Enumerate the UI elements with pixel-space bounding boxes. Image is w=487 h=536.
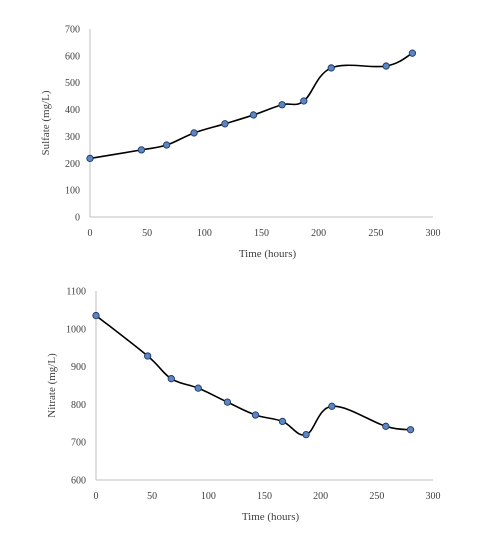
- sulfate-y-tick-label: 0: [75, 213, 80, 224]
- sulfate-series-line: [89, 52, 413, 160]
- sulfate-x-tick-label: 250: [368, 228, 383, 239]
- sulfate-y-tick-label: 600: [65, 51, 80, 62]
- nitrate-x-axis-label: Time (hours): [242, 511, 300, 523]
- sulfate-x-tick-label: 100: [197, 228, 212, 239]
- sulfate-x-tick-label: 300: [426, 228, 441, 239]
- sulfate-y-tick-label: 100: [65, 186, 80, 197]
- sulfate-y-tick-label: 200: [65, 159, 80, 170]
- nitrate-y-tick-label: 800: [71, 400, 86, 411]
- sulfate-data-point: [300, 97, 308, 105]
- nitrate-data-point: [223, 398, 232, 406]
- sulfate-y-tick-label: 500: [65, 78, 80, 89]
- nitrate-data-point: [144, 352, 152, 360]
- nitrate-y-tick-label: 1100: [66, 287, 86, 298]
- sulfate-data-point: [382, 62, 390, 70]
- nitrate-chart: 600 700 800 900 1000 1100 0 50 100 150 200 250 300 Ti…: [46, 287, 441, 524]
- nitrate-y-tick-label: 700: [71, 438, 86, 449]
- sulfate-data-point: [408, 49, 417, 57]
- sulfate-data-point: [162, 141, 171, 149]
- nitrate-data-point: [302, 430, 310, 439]
- nitrate-x-tick-label: 0: [94, 491, 99, 502]
- nitrate-x-tick-label: 200: [313, 491, 328, 502]
- nitrate-x-tick-label: 50: [147, 491, 157, 502]
- sulfate-x-axis-label: Time (hours): [239, 248, 297, 260]
- nitrate-x-tick-label: 150: [257, 491, 272, 502]
- sulfate-y-tick-label: 300: [65, 132, 80, 143]
- nitrate-y-axis-label: Nitrate (mg/L): [46, 353, 58, 418]
- sulfate-data-point: [137, 146, 146, 154]
- nitrate-data-point: [406, 426, 415, 434]
- sulfate-data-point: [221, 120, 229, 128]
- sulfate-data-point: [278, 101, 286, 109]
- sulfate-data-point: [249, 111, 258, 119]
- sulfate-data-point: [86, 154, 94, 163]
- sulfate-data-point: [327, 64, 335, 72]
- sulfate-chart: 0 100 200 300 400 500 600 700 0 50 100 150 200 250 300…: [40, 25, 441, 261]
- nitrate-y-tick-label: 900: [71, 362, 86, 373]
- sulfate-y-tick-label: 700: [65, 25, 80, 36]
- nitrate-data-point: [194, 384, 202, 392]
- nitrate-y-tick-label: 600: [71, 476, 86, 487]
- sulfate-x-tick-label: 150: [254, 228, 269, 239]
- nitrate-x-tick-label: 250: [369, 491, 384, 502]
- nitrate-data-point: [278, 417, 287, 426]
- nitrate-data-point: [251, 411, 260, 419]
- nitrate-x-tick-label: 300: [426, 491, 441, 502]
- sulfate-x-tick-label: 50: [142, 228, 152, 239]
- sulfate-y-tick-label: 400: [65, 105, 80, 116]
- nitrate-x-tick-label: 100: [201, 491, 216, 502]
- nitrate-data-point: [382, 422, 390, 430]
- nitrate-data-point: [167, 375, 175, 383]
- nitrate-y-tick-label: 1000: [66, 324, 86, 335]
- sulfate-y-axis-label: Sulfate (mg/L): [40, 90, 52, 155]
- sulfate-x-tick-label: 0: [88, 228, 93, 239]
- nitrate-data-point: [328, 402, 336, 410]
- sulfate-x-tick-label: 200: [311, 228, 326, 239]
- nitrate-data-point: [92, 311, 100, 320]
- sulfate-data-point: [190, 129, 198, 137]
